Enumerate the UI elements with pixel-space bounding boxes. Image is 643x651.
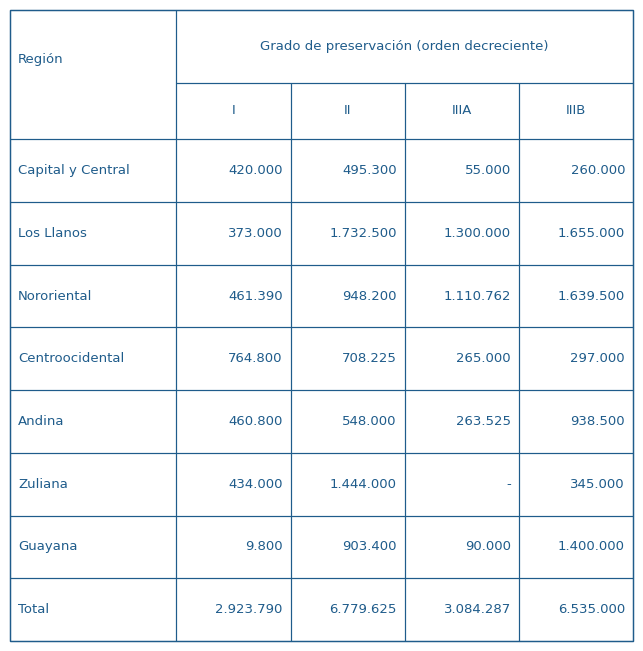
- Text: 1.110.762: 1.110.762: [443, 290, 511, 303]
- Bar: [10, 327, 176, 390]
- Bar: [519, 139, 633, 202]
- Bar: [404, 453, 519, 516]
- Bar: [291, 139, 404, 202]
- Bar: [404, 265, 519, 327]
- Text: I: I: [231, 104, 235, 117]
- Bar: [519, 453, 633, 516]
- Text: 948.200: 948.200: [342, 290, 397, 303]
- Bar: [404, 83, 519, 139]
- Text: 55.000: 55.000: [465, 164, 511, 177]
- Bar: [291, 202, 404, 265]
- Text: 1.444.000: 1.444.000: [330, 478, 397, 491]
- Text: IIIA: IIIA: [451, 104, 472, 117]
- Bar: [404, 202, 519, 265]
- Text: Total: Total: [18, 603, 49, 616]
- Text: 265.000: 265.000: [457, 352, 511, 365]
- Bar: [519, 516, 633, 578]
- Bar: [10, 139, 176, 202]
- Bar: [404, 327, 519, 390]
- Text: 6.535.000: 6.535.000: [557, 603, 625, 616]
- Bar: [176, 327, 291, 390]
- Text: 1.639.500: 1.639.500: [557, 290, 625, 303]
- Text: Nororiental: Nororiental: [18, 290, 93, 303]
- Text: 345.000: 345.000: [570, 478, 625, 491]
- Bar: [10, 453, 176, 516]
- Text: 263.525: 263.525: [456, 415, 511, 428]
- Bar: [519, 265, 633, 327]
- Bar: [176, 578, 291, 641]
- Bar: [519, 327, 633, 390]
- Text: 1.400.000: 1.400.000: [558, 540, 625, 553]
- Text: 90.000: 90.000: [465, 540, 511, 553]
- Text: 1.300.000: 1.300.000: [444, 227, 511, 240]
- Bar: [176, 139, 291, 202]
- Bar: [176, 202, 291, 265]
- Text: 461.390: 461.390: [228, 290, 282, 303]
- Bar: [291, 83, 404, 139]
- Text: II: II: [344, 104, 351, 117]
- Bar: [10, 516, 176, 578]
- Bar: [10, 390, 176, 453]
- Text: 434.000: 434.000: [228, 478, 282, 491]
- Text: 548.000: 548.000: [342, 415, 397, 428]
- Text: 6.779.625: 6.779.625: [329, 603, 397, 616]
- Text: Andina: Andina: [18, 415, 64, 428]
- Text: 495.300: 495.300: [342, 164, 397, 177]
- Bar: [10, 202, 176, 265]
- Bar: [176, 516, 291, 578]
- Text: -: -: [506, 478, 511, 491]
- Text: Los Llanos: Los Llanos: [18, 227, 87, 240]
- Bar: [519, 202, 633, 265]
- Bar: [176, 10, 633, 83]
- Text: Capital y Central: Capital y Central: [18, 164, 130, 177]
- Bar: [176, 390, 291, 453]
- Text: 3.084.287: 3.084.287: [444, 603, 511, 616]
- Text: Guayana: Guayana: [18, 540, 78, 553]
- Bar: [291, 453, 404, 516]
- Text: 460.800: 460.800: [228, 415, 282, 428]
- Bar: [10, 10, 176, 139]
- Text: 373.000: 373.000: [228, 227, 282, 240]
- Text: 1.732.500: 1.732.500: [329, 227, 397, 240]
- Bar: [404, 390, 519, 453]
- Text: 420.000: 420.000: [228, 164, 282, 177]
- Text: 260.000: 260.000: [570, 164, 625, 177]
- Text: Centroocidental: Centroocidental: [18, 352, 124, 365]
- Bar: [519, 83, 633, 139]
- Bar: [291, 327, 404, 390]
- Bar: [10, 265, 176, 327]
- Bar: [176, 265, 291, 327]
- Text: 1.655.000: 1.655.000: [557, 227, 625, 240]
- Bar: [404, 578, 519, 641]
- Bar: [291, 390, 404, 453]
- Text: Grado de preservación (orden decreciente): Grado de preservación (orden decreciente…: [260, 40, 549, 53]
- Bar: [404, 516, 519, 578]
- Bar: [176, 83, 291, 139]
- Text: 764.800: 764.800: [228, 352, 282, 365]
- Bar: [519, 390, 633, 453]
- Bar: [291, 265, 404, 327]
- Text: Zuliana: Zuliana: [18, 478, 68, 491]
- Text: Región: Región: [18, 53, 64, 66]
- Text: 297.000: 297.000: [570, 352, 625, 365]
- Bar: [10, 578, 176, 641]
- Bar: [291, 516, 404, 578]
- Text: 708.225: 708.225: [342, 352, 397, 365]
- Bar: [519, 578, 633, 641]
- Bar: [291, 578, 404, 641]
- Text: IIIB: IIIB: [566, 104, 586, 117]
- Text: 938.500: 938.500: [570, 415, 625, 428]
- Text: 903.400: 903.400: [342, 540, 397, 553]
- Bar: [176, 453, 291, 516]
- Text: 9.800: 9.800: [245, 540, 282, 553]
- Text: 2.923.790: 2.923.790: [215, 603, 282, 616]
- Bar: [404, 139, 519, 202]
